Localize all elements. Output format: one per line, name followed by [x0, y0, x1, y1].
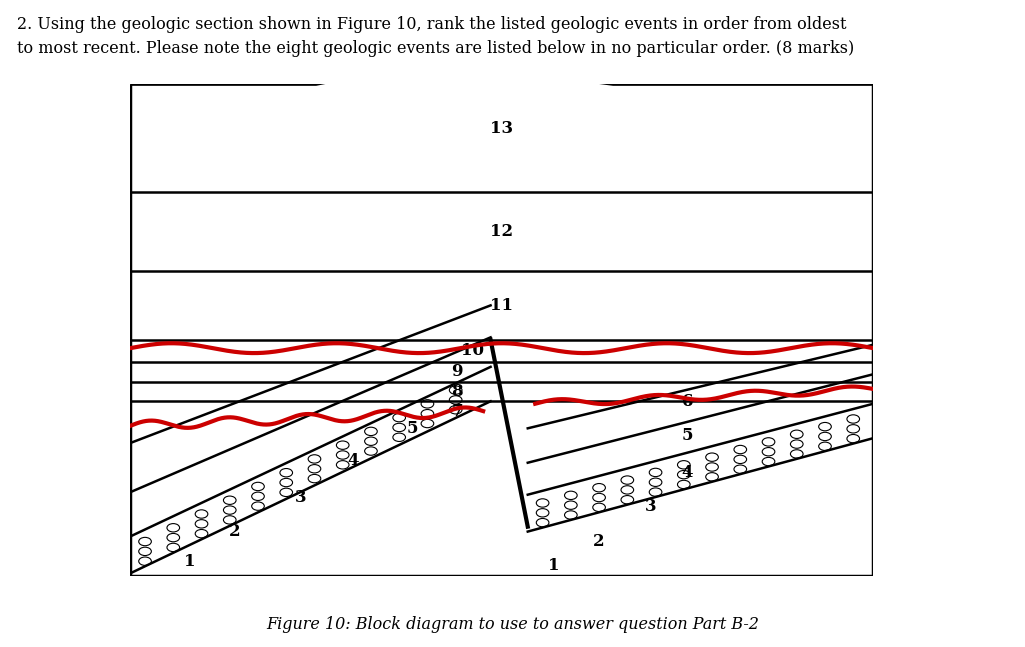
Text: 2: 2 [592, 533, 604, 550]
Text: 4: 4 [682, 464, 693, 481]
Text: 6: 6 [682, 393, 693, 410]
Text: 8: 8 [451, 383, 463, 400]
Text: Figure 10: Block diagram to use to answer question Part B-2: Figure 10: Block diagram to use to answe… [266, 616, 758, 633]
Text: 1: 1 [548, 558, 560, 575]
Text: 3: 3 [295, 488, 306, 506]
Text: 12: 12 [490, 223, 514, 240]
Text: 10: 10 [460, 342, 484, 359]
Text: 3: 3 [645, 498, 656, 516]
Text: 5: 5 [407, 420, 418, 437]
Text: 1: 1 [183, 553, 196, 569]
Text: 2. Using the geologic section shown in Figure 10, rank the listed geologic event: 2. Using the geologic section shown in F… [17, 16, 855, 57]
Text: 11: 11 [490, 297, 514, 314]
Text: 2: 2 [229, 523, 240, 540]
Text: 5: 5 [682, 427, 693, 444]
Text: 4: 4 [347, 452, 359, 469]
Text: 13: 13 [490, 120, 514, 137]
Text: 9: 9 [451, 363, 463, 380]
Text: 7: 7 [451, 402, 463, 420]
